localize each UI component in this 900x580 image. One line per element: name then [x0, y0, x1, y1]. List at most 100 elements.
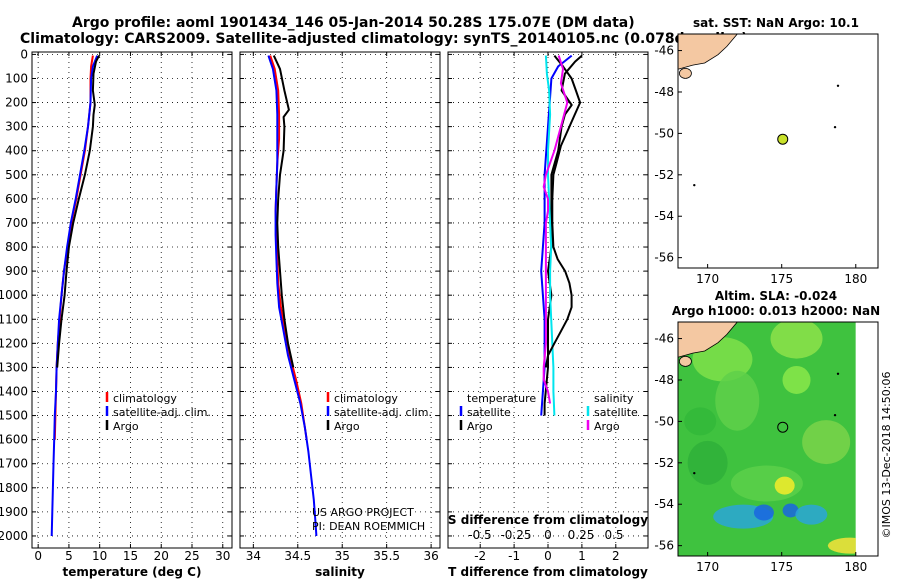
sla-map-title-line1: Altim. SLA: -0.024 — [715, 289, 837, 303]
map-x-tick-label: 170 — [696, 560, 719, 574]
small-island — [833, 125, 837, 129]
y-tick-label: 1300 — [0, 360, 28, 374]
legend-entry: Argo — [594, 420, 620, 433]
temperature-series-satellite-adj-clim- — [50, 55, 99, 537]
y-tick-label: 1400 — [0, 384, 28, 398]
sla-anomaly-blob — [782, 365, 811, 394]
x-top-tick-label: -0.25 — [500, 528, 531, 542]
map-y-tick-label: -56 — [654, 539, 674, 553]
legend-entry: Argo — [467, 420, 493, 433]
map-y-tick-label: -48 — [654, 373, 674, 387]
x-top-tick-label: 0 — [544, 528, 552, 542]
sla_map — [677, 321, 879, 557]
legend-entry: satellite-adj. clim. — [334, 406, 432, 419]
argo-float-marker — [777, 133, 789, 145]
differences-xlabel: T difference from climatology — [448, 565, 648, 579]
x-tick-label: 15 — [123, 549, 138, 563]
small-island — [836, 84, 840, 87]
y-tick-label: 500 — [5, 168, 28, 182]
credit-project: US ARGO PROJECT — [312, 506, 414, 519]
y-tick-label: 1100 — [0, 312, 28, 326]
sst_map-frame — [677, 33, 879, 269]
sla-field — [678, 322, 856, 556]
map-x-tick-label: 170 — [696, 272, 719, 286]
temperature-xlabel: temperature (deg C) — [63, 565, 202, 579]
legend-entry: satellite — [594, 406, 638, 419]
small-island — [836, 372, 840, 375]
sla-anomaly-blob — [753, 504, 774, 521]
sla-anomaly-blob — [827, 537, 856, 554]
x-tick-label: 10 — [92, 549, 107, 563]
salinity-series-satellite-adj-clim- — [267, 55, 318, 537]
figure-title-line2: Climatology: CARS2009. Satellite-adjuste… — [20, 31, 748, 47]
map-x-tick-label: 175 — [770, 560, 793, 574]
sst-map-title: sat. SST: NaN Argo: 10.1 — [693, 16, 859, 30]
map-y-tick-label: -54 — [654, 209, 674, 223]
salinity-xlabel: salinity — [315, 565, 365, 579]
map-x-tick-label: 180 — [844, 560, 867, 574]
legend-entry: climatology — [113, 392, 177, 405]
x-tick-label: 0 — [34, 549, 42, 563]
legend-entry: climatology — [334, 392, 398, 405]
sst_map — [677, 33, 879, 269]
x-tick-label: 25 — [184, 549, 199, 563]
map-x-tick-label: 175 — [770, 272, 793, 286]
differences-series-s-argo — [544, 54, 582, 368]
sla-anomaly-blob — [715, 370, 760, 431]
legend-entry: satellite — [467, 406, 511, 419]
differences-xlabel-top: S difference from climatology — [448, 513, 648, 527]
map-y-tick-label: -52 — [654, 456, 674, 470]
map-y-tick-label: -54 — [654, 497, 674, 511]
land-stewart-island — [679, 355, 692, 367]
x-top-tick-label: 0.5 — [604, 528, 623, 542]
legend-entry: Argo — [113, 420, 139, 433]
map-x-tick-label: 180 — [844, 272, 867, 286]
salinity-series-argo — [272, 55, 295, 368]
sla_map-frame — [677, 321, 879, 557]
x-tick-label: 20 — [154, 549, 169, 563]
differences-series-t-satellite — [540, 54, 573, 416]
temperature-frame — [31, 51, 233, 549]
x-tick-label: 34.5 — [284, 549, 311, 563]
small-island — [693, 471, 696, 475]
salinity-frame — [239, 51, 441, 549]
land-south-island — [677, 33, 739, 70]
x-top-tick-label: 0.25 — [568, 528, 595, 542]
x-tick-label: 5 — [65, 549, 73, 563]
argo-float-marker — [777, 421, 789, 433]
sla-map-title-line2: Argo h1000: 0.013 h2000: NaN — [672, 304, 880, 318]
x-tick-label: 35.5 — [373, 549, 400, 563]
sla-anomaly-blob — [795, 504, 828, 525]
legend-entry: Argo — [334, 420, 360, 433]
y-tick-label: 600 — [5, 192, 28, 206]
sla-anomaly-blob — [802, 420, 851, 465]
y-tick-label: 1000 — [0, 288, 28, 302]
map-y-tick-label: -56 — [654, 251, 674, 265]
y-tick-label: 900 — [5, 264, 28, 278]
y-tick-label: 400 — [5, 144, 28, 158]
differences-series-s-satellite — [544, 55, 556, 416]
y-tick-label: 800 — [5, 240, 28, 254]
sla-anomaly-blob — [770, 322, 823, 359]
sst_map-ocean — [678, 34, 878, 268]
x-tick-label: 30 — [215, 549, 230, 563]
y-tick-label: 1500 — [0, 409, 28, 423]
y-tick-label: 100 — [5, 71, 28, 85]
map-y-tick-label: -46 — [654, 332, 674, 346]
sla-anomaly-blob — [687, 440, 728, 485]
x-tick-label: 1 — [578, 549, 586, 563]
x-tick-label: 2 — [612, 549, 620, 563]
legend-temperature-title: temperature — [467, 392, 536, 405]
land-stewart-island — [679, 67, 692, 79]
x-tick-label: 34 — [246, 549, 261, 563]
x-tick-label: 0 — [544, 549, 552, 563]
y-tick-label: 300 — [5, 120, 28, 134]
temperature-panel — [31, 51, 233, 549]
y-tick-label: 1700 — [0, 457, 28, 471]
credit-pi: PI: DEAN ROEMMICH — [312, 520, 425, 533]
map-y-tick-label: -48 — [654, 85, 674, 99]
figure-title-line1: Argo profile: aoml 1901434_146 05-Jan-20… — [72, 15, 635, 31]
small-island — [833, 413, 837, 417]
y-tick-label: 1600 — [0, 433, 28, 447]
